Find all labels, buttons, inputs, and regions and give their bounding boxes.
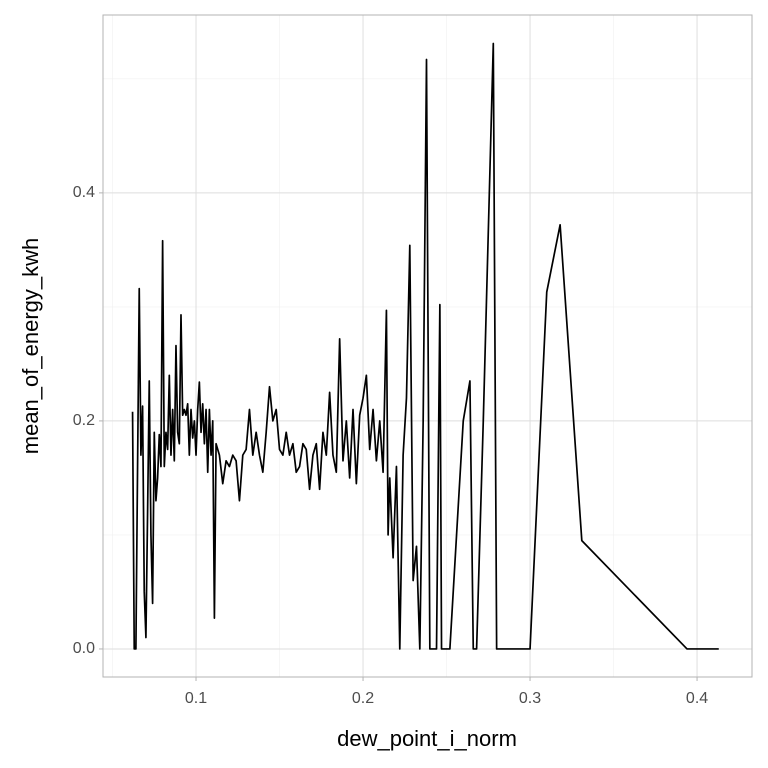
x-tick-label: 0.3	[519, 690, 541, 707]
y-tick-label: 0.0	[73, 640, 95, 657]
x-tick-label: 0.1	[185, 690, 207, 707]
y-tick-label: 0.4	[73, 184, 95, 201]
data-line	[131, 42, 719, 650]
y-tick-label: 0.2	[73, 412, 95, 429]
x-tick-label: 0.4	[686, 690, 708, 707]
panel-border	[102, 14, 753, 678]
x-axis-title: dew_point_i_norm	[337, 726, 517, 751]
y-axis-title: mean_of_energy_kwh	[18, 238, 43, 454]
x-tick-label: 0.2	[352, 690, 374, 707]
